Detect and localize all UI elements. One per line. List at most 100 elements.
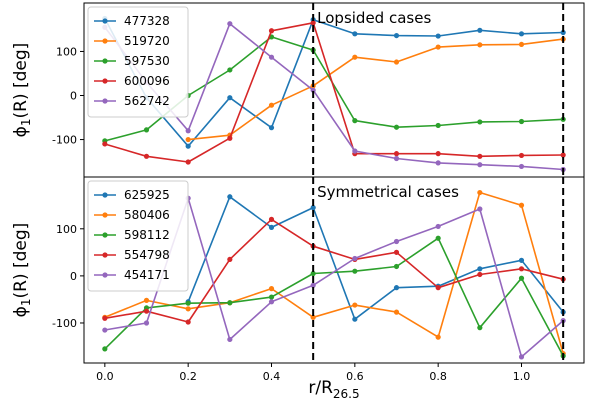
legend-label: 598112 — [124, 228, 170, 242]
data-point — [227, 336, 233, 343]
data-point — [393, 155, 400, 162]
data-point — [518, 275, 525, 281]
data-point — [477, 266, 483, 272]
data-point — [477, 271, 483, 278]
legend-box — [87, 180, 189, 292]
data-point — [518, 152, 525, 159]
series-line-625925 — [187, 196, 564, 320]
data-point — [102, 346, 108, 352]
data-point — [518, 257, 525, 263]
data-point — [185, 300, 191, 306]
x-axis-label: r/R26.5 — [308, 378, 359, 401]
y-tick-label: 100 — [56, 45, 77, 58]
data-point — [310, 20, 316, 26]
data-point — [143, 153, 150, 159]
legend-marker — [102, 232, 108, 238]
series-line-580406 — [104, 191, 564, 354]
legend-marker — [102, 18, 108, 24]
data-point — [352, 255, 358, 262]
data-point — [393, 124, 400, 130]
data-point — [560, 29, 566, 36]
data-point — [227, 21, 233, 27]
data-point — [518, 31, 525, 37]
y-tick-label: 0 — [70, 90, 77, 103]
data-point — [227, 67, 233, 73]
x-tick-label: 0.4 — [263, 370, 281, 383]
x-tick-label: 0.0 — [96, 370, 114, 383]
legend-marker — [102, 212, 108, 218]
data-point — [310, 282, 316, 288]
axis-labels: ϕ1(R) [deg]ϕ1(R) [deg]r/R26.5 — [11, 43, 360, 401]
symmetrical-panel: -100 0 100 0.0 0.2 0.4 0.6 0.8 1.0 Symmetrical ca… — [52, 176, 585, 383]
data-point — [477, 119, 483, 125]
legend-box — [87, 6, 189, 118]
y-axis-label-subscript: 1 — [19, 298, 33, 306]
panel-title: Lopsided cases — [317, 9, 431, 27]
data-point — [352, 316, 358, 322]
x-axis-label-main: r/R — [308, 378, 333, 398]
data-point — [435, 44, 441, 50]
legend-label: 554798 — [124, 248, 170, 262]
data-point — [185, 136, 191, 143]
y-axis-label-symbol: ϕ — [11, 306, 31, 317]
data-point — [268, 28, 275, 34]
data-point — [393, 249, 400, 255]
data-point — [518, 202, 525, 208]
series-line-519720 — [188, 38, 564, 141]
y-tick-label: -100 — [52, 317, 77, 330]
x-tick-label: 0.2 — [179, 370, 197, 383]
data-point — [268, 102, 275, 108]
data-point — [268, 54, 275, 60]
legend-label: 562742 — [124, 94, 170, 108]
x-tick-label: 1.0 — [513, 370, 531, 383]
data-point — [393, 32, 400, 39]
data-point — [435, 160, 441, 166]
data-point — [352, 302, 358, 308]
data-point — [227, 194, 233, 200]
legend-marker — [102, 98, 108, 104]
y-tick-label: 100 — [56, 223, 77, 236]
data-point — [185, 143, 191, 149]
x-tick-label: 0.6 — [346, 370, 364, 383]
data-point — [102, 315, 108, 321]
data-point — [435, 151, 441, 157]
data-point — [393, 263, 400, 270]
data-point — [477, 162, 483, 168]
legend-marker — [102, 78, 108, 84]
legend-marker — [102, 38, 108, 44]
data-point — [227, 135, 233, 141]
data-point — [518, 266, 525, 272]
data-point — [310, 270, 316, 277]
data-point — [352, 118, 358, 124]
legend-label: 625925 — [124, 188, 170, 202]
data-point — [477, 27, 483, 33]
data-point — [435, 122, 441, 129]
legend-label: 519720 — [124, 34, 170, 48]
data-point — [477, 325, 483, 331]
data-point — [352, 148, 358, 154]
data-point — [185, 319, 191, 325]
y-axis-label-symbol: ϕ — [11, 126, 31, 137]
y-axis-label: ϕ1(R) [deg] — [11, 43, 33, 138]
y-axis-label-rest: (R) [deg] — [11, 223, 31, 299]
lopsided-panel: -100 0 100 Lopsided cases 477328 519720 597530… — [52, 2, 585, 178]
data-point — [268, 299, 275, 305]
legend-marker — [102, 272, 108, 278]
data-point — [477, 206, 483, 212]
data-point — [352, 54, 358, 60]
data-point — [185, 306, 191, 312]
data-point — [268, 294, 275, 300]
data-point — [393, 285, 400, 291]
data-point — [227, 95, 233, 101]
data-point — [310, 314, 316, 320]
y-axis-label-rest: (R) [deg] — [11, 43, 31, 119]
data-point — [518, 41, 525, 48]
data-point — [477, 153, 483, 159]
series-line-600096 — [104, 22, 564, 163]
data-point — [268, 216, 275, 222]
data-point — [185, 159, 191, 165]
data-point — [435, 285, 441, 291]
x-axis-label-subscript: 26.5 — [333, 387, 360, 401]
x-tick-label: 0.8 — [429, 370, 447, 383]
